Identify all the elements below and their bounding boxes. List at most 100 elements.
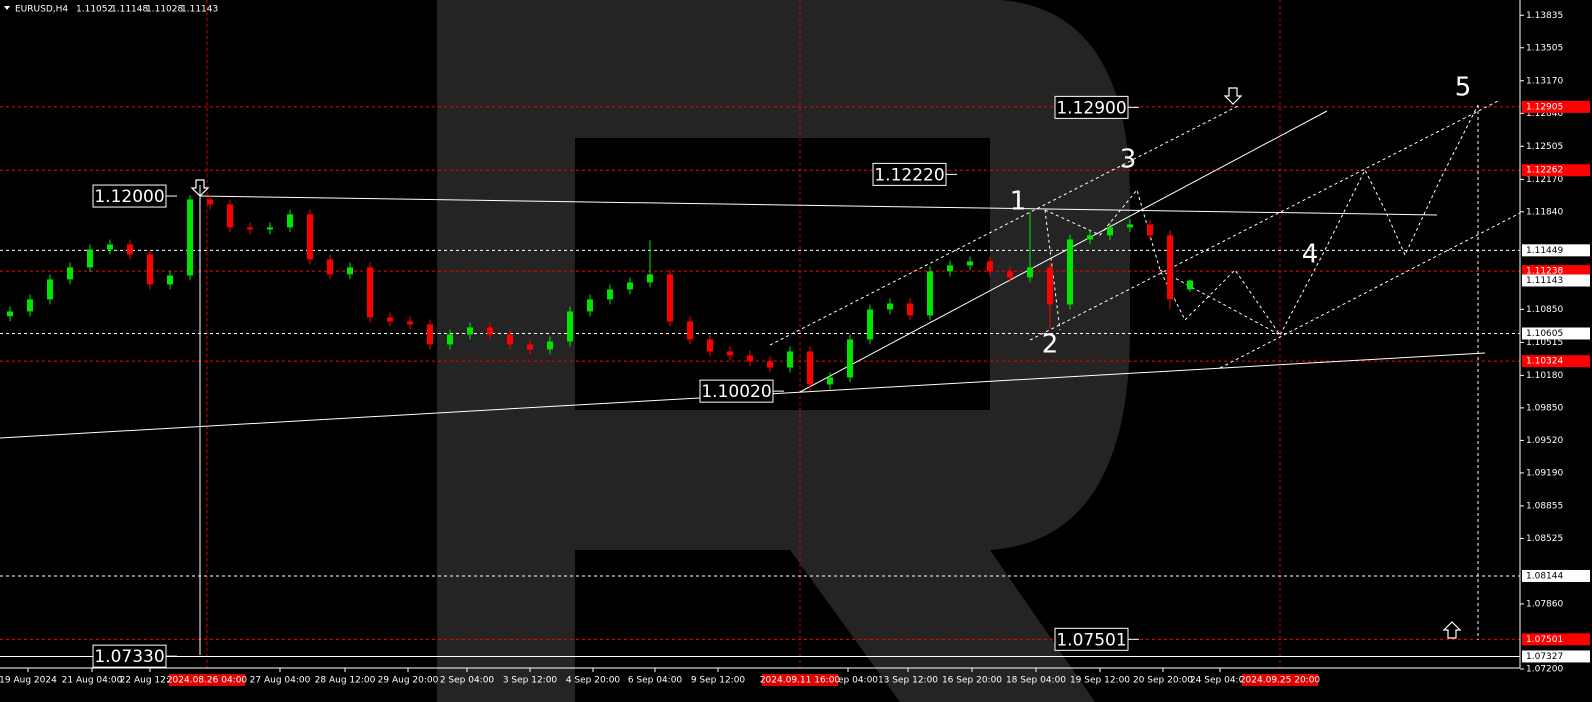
- candle-body: [1147, 224, 1153, 236]
- candle-body: [427, 324, 433, 345]
- level-label: 1.12905: [1526, 102, 1563, 112]
- candle-body: [467, 327, 473, 335]
- candle-body: [1187, 280, 1193, 290]
- candle-body: [147, 254, 153, 285]
- level-label: 1.12262: [1526, 166, 1563, 176]
- level-label: 1.11143: [1526, 276, 1563, 286]
- candle-body: [7, 311, 13, 317]
- close: 1.11143: [181, 5, 218, 15]
- candle-body: [487, 327, 493, 335]
- time-marker-box: [1242, 674, 1318, 686]
- candle-body: [947, 265, 953, 272]
- x-tick-label: 19 Aug 2024: [0, 676, 57, 686]
- candle-body: [187, 199, 193, 276]
- price-label: 1.07330: [94, 647, 164, 667]
- wave-label: 3: [1120, 145, 1137, 175]
- x-tick-label: 21 Aug 04:00: [62, 676, 123, 686]
- price-label-box: [699, 379, 774, 403]
- level-label: 1.11238: [1526, 267, 1563, 277]
- low: 1.11028: [146, 5, 183, 15]
- menu-icon[interactable]: [4, 6, 10, 10]
- y-tick-label: 1.09190: [1526, 468, 1563, 478]
- x-tick-label: 20 Sep 20:00: [1133, 676, 1193, 686]
- candle-body: [927, 271, 933, 316]
- candle-body: [607, 289, 613, 300]
- level-box: [1522, 100, 1590, 113]
- candle-body: [307, 214, 313, 260]
- wave-label: 4: [1302, 240, 1319, 270]
- x-tick-label: 13 Sep 12:00: [878, 676, 938, 686]
- candle-body: [207, 199, 213, 205]
- time-marker-label: 2024.09.25 20:00: [1240, 676, 1321, 686]
- candle-body: [227, 204, 233, 228]
- y-tick-label: 1.12505: [1526, 142, 1563, 152]
- candle-body: [267, 227, 273, 230]
- x-tick-label: 16 Sep 20:00: [942, 676, 1002, 686]
- candle-body: [967, 261, 973, 266]
- candle-body: [287, 214, 293, 228]
- candle-body: [847, 339, 853, 378]
- x-tick-label: 9 Sep 12:00: [691, 676, 746, 686]
- y-tick-label: 1.07200: [1526, 664, 1563, 674]
- candle-body: [787, 351, 793, 368]
- level-label: 1.11449: [1526, 246, 1563, 256]
- x-tick-label: 27 Aug 04:00: [250, 676, 311, 686]
- price-label-box: [872, 162, 947, 186]
- wave-label: 2: [1042, 330, 1059, 360]
- x-tick-label: 18 Sep 04:00: [1006, 676, 1066, 686]
- candle-body: [107, 244, 113, 250]
- candle-body: [67, 267, 73, 280]
- candle-body: [447, 334, 453, 345]
- candle-body: [987, 261, 993, 272]
- x-tick-label: 6 Sep 04:00: [628, 676, 683, 686]
- wave-label: 1: [1010, 187, 1027, 217]
- candle-body: [87, 249, 93, 268]
- candle-body: [627, 282, 633, 290]
- candle-body: [347, 267, 353, 275]
- wave-label: 5: [1455, 73, 1472, 103]
- symbol: EURUSD,H4: [15, 5, 68, 15]
- price-label-box: [1054, 627, 1129, 651]
- y-tick-label: 1.08525: [1526, 534, 1563, 544]
- y-tick-label: 1.10850: [1526, 305, 1563, 315]
- x-tick-label: 22 Aug 12:00: [120, 676, 181, 686]
- candle-body: [827, 377, 833, 385]
- candle-body: [907, 303, 913, 316]
- price-label-box: [92, 184, 167, 208]
- time-marker-label: 2024.08.26 04:00: [167, 676, 248, 686]
- candle-body: [667, 274, 673, 322]
- level-box: [1522, 265, 1590, 278]
- x-tick-label: 24 Sep 04:00: [1190, 676, 1250, 686]
- y-tick-label: 1.10515: [1526, 338, 1563, 348]
- y-tick-label: 1.13170: [1526, 76, 1563, 86]
- price-label: 1.12220: [874, 165, 944, 185]
- candle-body: [1087, 235, 1093, 240]
- candle-body: [767, 361, 773, 368]
- candle-body: [507, 334, 513, 345]
- level-label: 1.10605: [1526, 329, 1563, 339]
- y-tick-label: 1.10180: [1526, 371, 1563, 381]
- candle-body: [707, 339, 713, 352]
- level-label: 1.07501: [1526, 635, 1563, 645]
- time-marker-box: [169, 674, 245, 686]
- x-tick-label: 19 Sep 12:00: [1070, 676, 1130, 686]
- high: 1.11148: [111, 5, 148, 15]
- time-marker-label: 2024.09.11 16:00: [760, 676, 841, 686]
- candle-body: [1067, 239, 1073, 305]
- candle-body: [1167, 235, 1173, 300]
- y-tick-label: 1.11840: [1526, 207, 1563, 217]
- candle-body: [1007, 271, 1013, 278]
- x-tick-label: 29 Aug 20:00: [378, 676, 439, 686]
- candle-body: [367, 267, 373, 318]
- candle-body: [547, 341, 553, 350]
- x-tick-label: 4 Sep 20:00: [566, 676, 621, 686]
- price-label: 1.10020: [701, 382, 771, 402]
- y-tick-label: 1.09520: [1526, 436, 1563, 446]
- y-tick-label: 1.12840: [1526, 109, 1563, 119]
- x-tick-label: 28 Aug 12:00: [315, 676, 376, 686]
- candle-body: [867, 309, 873, 340]
- price-label: 1.12900: [1056, 98, 1126, 118]
- candle-body: [887, 303, 893, 310]
- price-label-box: [92, 644, 167, 668]
